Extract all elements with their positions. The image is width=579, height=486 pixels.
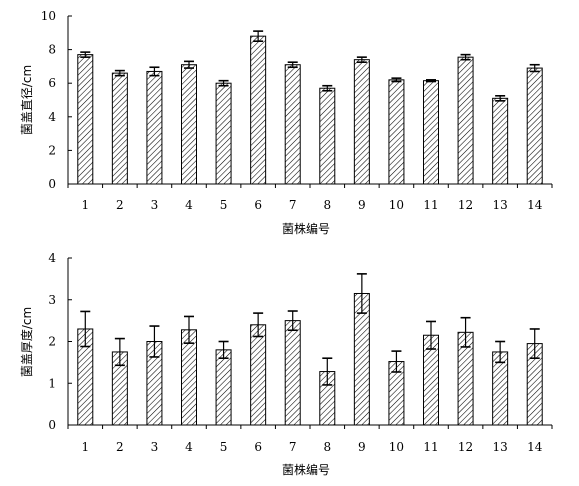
bar <box>77 54 94 185</box>
y-axis-title: 菌盖厚度/cm <box>19 307 34 377</box>
bar <box>457 56 474 185</box>
y-tick-label: 0 <box>48 418 56 432</box>
x-axis-title: 菌株编号 <box>282 462 330 477</box>
y-axis-title: 菌盖直径/cm <box>20 65 34 135</box>
x-tick-label: 11 <box>423 198 438 212</box>
x-tick-label: 14 <box>527 440 543 454</box>
bar <box>215 349 232 426</box>
y-tick-labels: 0 1 2 3 4 <box>48 251 56 432</box>
error-bars <box>80 273 540 386</box>
bar <box>181 329 197 426</box>
x-tick-label: 2 <box>116 440 124 454</box>
bar <box>250 35 267 185</box>
bar <box>353 59 370 185</box>
x-tick-label: 13 <box>493 440 508 454</box>
x-tick-label: 6 <box>254 198 262 212</box>
x-tick-label: 7 <box>289 440 297 454</box>
x-tick-label: 8 <box>323 440 331 454</box>
x-tick-label: 12 <box>458 198 473 212</box>
bar <box>388 79 405 185</box>
bar <box>111 72 128 185</box>
x-tick-label: 8 <box>323 198 331 212</box>
x-tick-labels: 1 2 3 4 5 6 7 8 9 10 11 12 13 14 <box>81 440 542 454</box>
x-tick-label: 5 <box>220 440 228 454</box>
bar <box>215 82 232 185</box>
x-tick-label: 9 <box>358 198 366 212</box>
x-tick-label: 4 <box>185 198 193 212</box>
bar <box>181 64 197 185</box>
y-tick-label: 3 <box>48 293 56 307</box>
bars <box>77 35 543 185</box>
y-tick-labels: 0 2 4 6 8 10 <box>41 9 57 191</box>
bar <box>526 67 543 185</box>
x-tick-label: 12 <box>458 440 473 454</box>
x-axis-title: 菌株编号 <box>282 221 330 236</box>
y-tick-label: 0 <box>48 177 56 191</box>
x-tick-label: 6 <box>254 440 262 454</box>
x-tick-label: 13 <box>493 198 508 212</box>
axes <box>67 15 553 188</box>
x-tick-label: 14 <box>527 198 543 212</box>
bar <box>284 320 301 426</box>
y-tick-label: 4 <box>48 251 56 265</box>
y-tick-label: 6 <box>48 76 56 90</box>
y-tick-label: 8 <box>48 43 56 57</box>
bar <box>250 324 267 426</box>
x-tick-label: 4 <box>185 440 193 454</box>
x-tick-label: 1 <box>81 198 89 212</box>
bars <box>77 292 543 426</box>
y-tick-label: 4 <box>48 110 56 124</box>
bar <box>319 87 336 185</box>
y-tick-label: 2 <box>48 335 56 349</box>
y-tick-label: 2 <box>48 143 56 157</box>
bar <box>492 97 509 185</box>
x-tick-label: 3 <box>151 440 159 454</box>
x-tick-label: 11 <box>423 440 438 454</box>
x-tick-label: 3 <box>151 198 159 212</box>
bar <box>423 80 439 185</box>
x-tick-label: 2 <box>116 198 124 212</box>
x-tick-label: 9 <box>358 440 366 454</box>
y-tick-label: 1 <box>48 376 56 390</box>
x-tick-label: 5 <box>220 198 228 212</box>
error-bars <box>80 30 540 102</box>
x-tick-labels: 1 2 3 4 5 6 7 8 9 10 11 12 13 14 <box>81 198 542 212</box>
x-tick-label: 1 <box>81 440 89 454</box>
x-tick-label: 7 <box>289 198 297 212</box>
y-tick-label: 10 <box>41 9 56 23</box>
bar <box>146 70 163 185</box>
bar <box>284 64 301 185</box>
axes <box>67 257 553 429</box>
x-tick-label: 10 <box>389 198 404 212</box>
x-tick-label: 10 <box>389 440 404 454</box>
